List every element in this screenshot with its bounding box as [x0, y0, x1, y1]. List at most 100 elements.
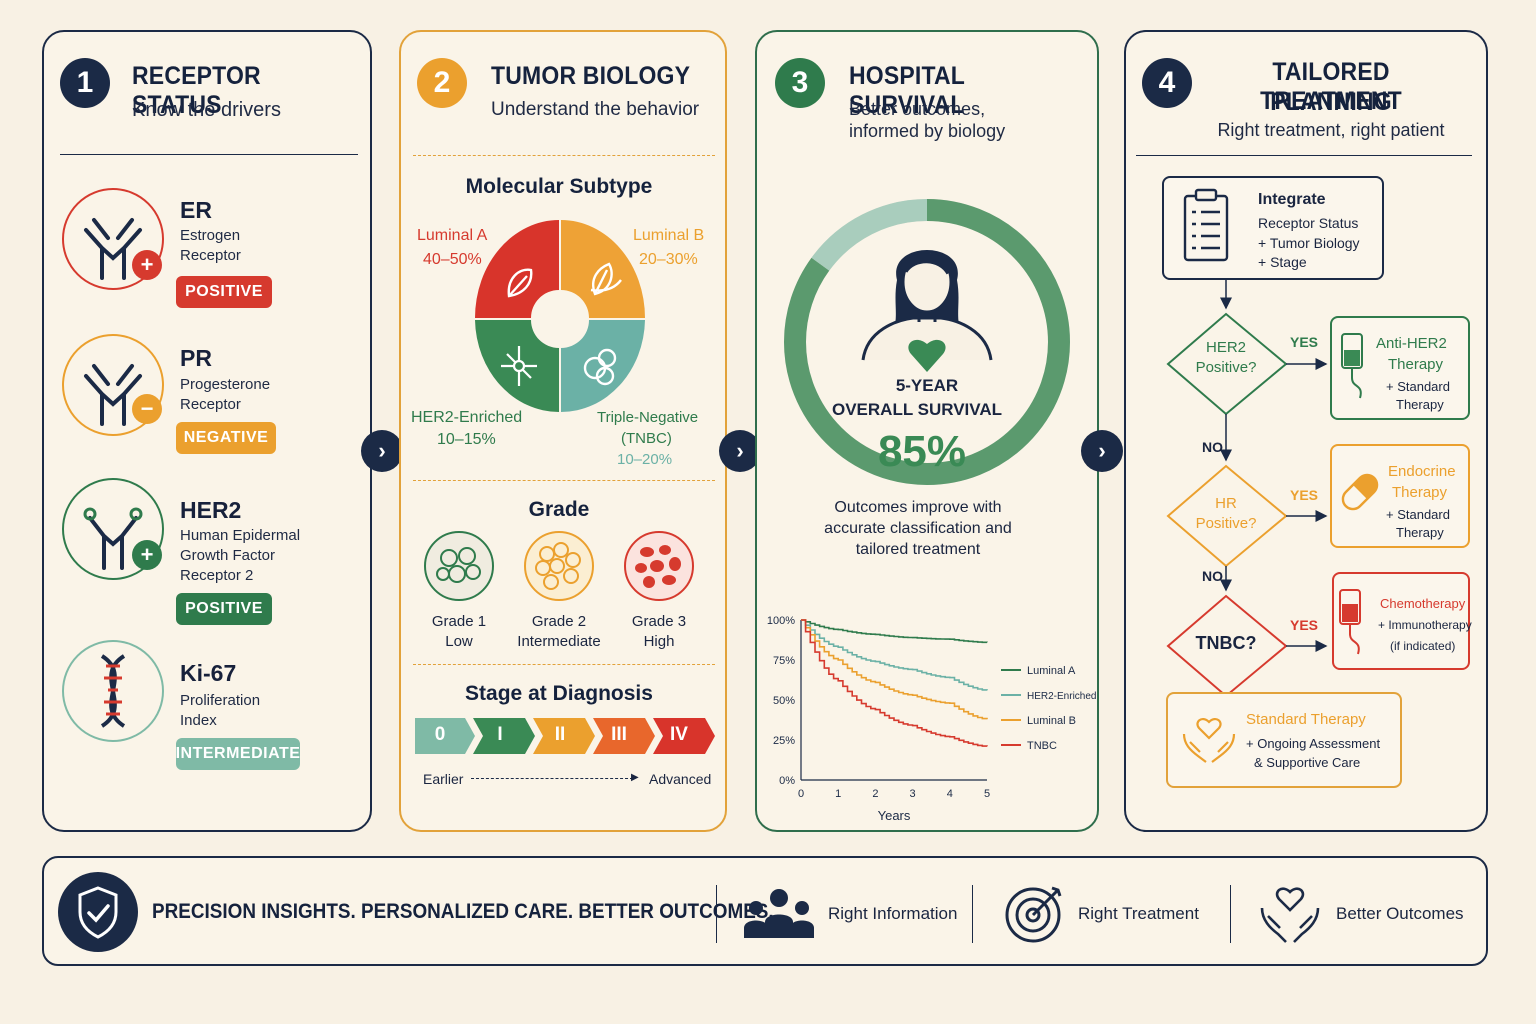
decision-text: Positive? — [1195, 359, 1257, 376]
legend-label: TNBC — [1027, 740, 1057, 752]
legend-label: HER2-Enriched — [1027, 691, 1096, 702]
subtype-pct: 10–20% — [617, 451, 673, 468]
antibody-icon — [62, 188, 164, 290]
therapy-text: Anti-HER2 — [1376, 335, 1447, 352]
receptor-name: Ki-67 — [180, 660, 237, 686]
status-badge: POSITIVE — [176, 593, 272, 625]
iv-bag-icon — [1339, 589, 1361, 655]
x-tick-label: 5 — [984, 788, 990, 800]
series-line — [801, 619, 988, 720]
decision-text: HR — [1215, 495, 1237, 512]
next-arrow-button[interactable]: › — [1081, 430, 1123, 472]
yes-label: YES — [1290, 617, 1319, 633]
grade-3-cells-icon — [624, 531, 694, 601]
integrate-line: + Stage — [1258, 254, 1307, 270]
subtype-label-line2: (TNBC) — [621, 430, 672, 447]
advanced-label: Advanced — [649, 771, 712, 787]
footer-divider — [972, 885, 973, 943]
y-tick-label: 75% — [773, 655, 795, 667]
grade-title: Grade — [528, 498, 590, 521]
divider — [1136, 155, 1472, 156]
x-tick-label: 1 — [835, 788, 841, 800]
stage-label: III — [611, 724, 627, 745]
footer-item-label: Better Outcomes — [1336, 904, 1464, 923]
x-axis-label: Years — [878, 808, 911, 823]
grade-level: Low — [445, 633, 473, 650]
footer-divider — [1230, 885, 1231, 943]
panel-title: TUMOR BIOLOGY — [491, 62, 691, 90]
survival-curve-chart: 0% 25% 50% 75% 100% 0 1 2 3 4 5 Years Luminal A HER2-… — [767, 615, 1097, 823]
y-tick-label: 0% — [779, 775, 795, 787]
panel-subtitle: Understand the behavior — [491, 99, 700, 120]
step-number-3: 3 — [775, 58, 825, 108]
plus-icon: + — [132, 540, 162, 570]
plus-icon: + — [132, 250, 162, 280]
grade-name: Grade 3 — [631, 613, 687, 630]
subtype-label: Luminal B — [633, 227, 705, 244]
step-number-4: 4 — [1142, 58, 1192, 108]
therapy-text: + Standard — [1386, 379, 1450, 394]
receptor-name: HER2 — [180, 497, 242, 523]
grade-level: High — [643, 633, 675, 650]
subtype-pct: 40–50% — [423, 251, 482, 268]
caring-hands-heart-icon — [1182, 718, 1236, 763]
arrow-head-icon: ▶ — [631, 772, 639, 783]
grade-name: Grade 2 — [531, 613, 587, 630]
next-arrow-button[interactable]: › — [719, 430, 761, 472]
dna-icon — [62, 640, 164, 742]
tumor-biology-panel: 2 TUMOR BIOLOGY Understand the behavior … — [399, 30, 727, 832]
status-badge: INTERMEDIATE — [176, 738, 300, 770]
therapy-text: Therapy — [1392, 484, 1448, 501]
hospital-survival-panel: 3 HOSPITAL SURVIVAL Better outcomes, inf… — [755, 30, 1099, 832]
grade-name: Grade 1 — [431, 613, 487, 630]
x-tick-label: 2 — [872, 788, 878, 800]
therapy-text: Endocrine — [1388, 463, 1456, 480]
integrate-line: Receptor Status — [1258, 215, 1359, 231]
therapy-text: Therapy — [1388, 356, 1444, 373]
receptor-desc-line: Estrogen — [180, 227, 241, 244]
footer-tagline: PRECISION INSIGHTS. PERSONALIZED CARE. B… — [152, 900, 774, 923]
outcome-note: accurate classification and — [824, 520, 1012, 537]
survival-percentage: 85% — [877, 427, 967, 476]
series-line — [801, 619, 988, 747]
therapy-text: Therapy — [1396, 397, 1444, 412]
receptor-desc-line: Human Epidermal — [180, 527, 301, 544]
y-tick-label: 100% — [767, 615, 795, 627]
shield-check-icon — [58, 872, 138, 952]
receptor-desc-line: Receptor — [180, 396, 241, 413]
panel-title: PLANNING — [1270, 88, 1392, 116]
receptor-desc-line: Growth Factor — [180, 547, 276, 564]
x-tick-label: 4 — [947, 788, 953, 800]
next-arrow-button[interactable]: › — [361, 430, 403, 472]
receptor-desc-line: Receptor — [180, 247, 241, 264]
outcome-note: tailored treatment — [855, 541, 981, 558]
caring-hands-heart-icon — [1260, 887, 1320, 943]
subtype-label: Triple-Negative — [597, 409, 699, 426]
step-number-1: 1 — [60, 58, 110, 108]
progression-arrow — [471, 778, 633, 779]
footer-item-label: Right Treatment — [1078, 904, 1199, 923]
grade-level: Intermediate — [517, 633, 601, 650]
therapy-text: (if indicated) — [1390, 639, 1456, 653]
target-icon — [1005, 886, 1062, 943]
therapy-text: + Immunotherapy — [1378, 618, 1472, 632]
series-line — [801, 619, 988, 691]
subtype-label: Luminal A — [417, 227, 488, 244]
standard-therapy-box — [1166, 692, 1402, 788]
footer-banner: PRECISION INSIGHTS. PERSONALIZED CARE. B… — [42, 856, 1488, 966]
subtype-pct: 10–15% — [437, 431, 496, 448]
stage-progression-bar — [415, 718, 715, 754]
people-group-icon — [744, 889, 814, 938]
standard-therapy-text: + Ongoing Assessment — [1246, 736, 1381, 751]
integrate-line: + Tumor Biology — [1258, 235, 1360, 251]
decision-flowchart — [1166, 280, 1328, 718]
status-badge: NEGATIVE — [176, 422, 276, 454]
yes-label: YES — [1290, 334, 1319, 350]
survival-ring — [784, 199, 1070, 485]
receptor-desc-line: Index — [180, 712, 217, 729]
stage-label: IV — [670, 724, 688, 745]
panel-subtitle: Better outcomes, — [849, 99, 986, 119]
no-label: NO — [1202, 439, 1223, 455]
y-tick-label: 25% — [773, 735, 795, 747]
x-tick-label: 3 — [910, 788, 916, 800]
